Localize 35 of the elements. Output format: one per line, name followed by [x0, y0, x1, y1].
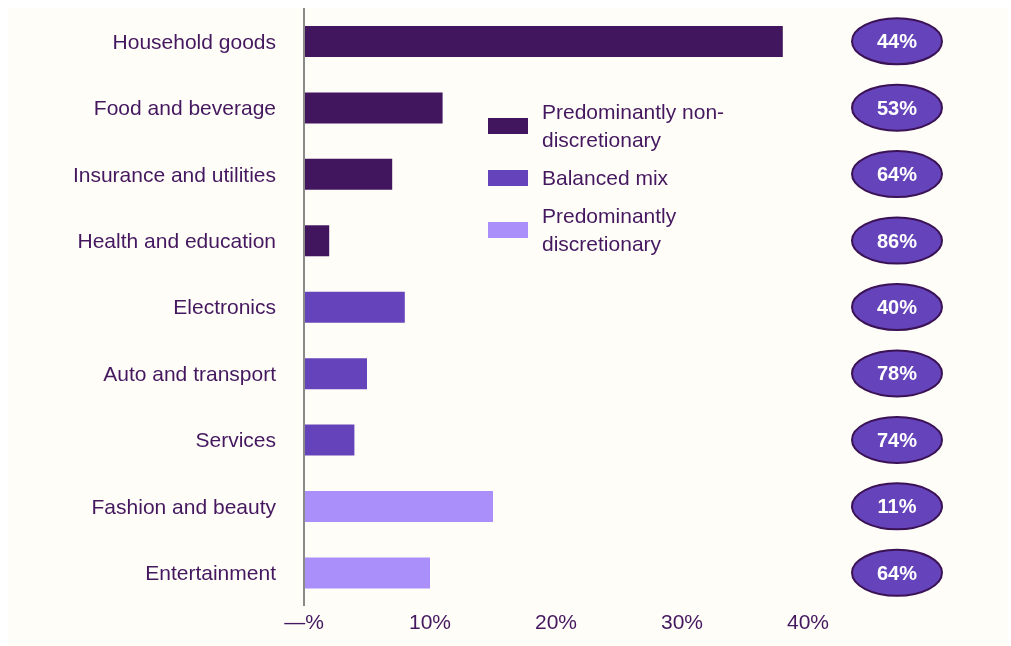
x-tick-label: 30% — [660, 609, 704, 633]
y-tick-label: Insurance and utilities — [72, 162, 276, 186]
x-tick-label: 20% — [534, 609, 578, 633]
y-tick-label: Entertainment — [145, 561, 277, 585]
bar — [304, 92, 443, 124]
y-tick-label: Household goods — [112, 29, 276, 53]
x-tick-label: 10% — [408, 609, 452, 633]
bar — [304, 25, 783, 57]
badge: 53% — [851, 83, 943, 132]
y-tick-label: Services — [195, 428, 276, 452]
bar — [304, 491, 493, 523]
badge: 64% — [851, 548, 943, 597]
badge: 44% — [851, 17, 943, 66]
badge: 64% — [851, 150, 943, 199]
x-tick-label: 40% — [786, 609, 830, 633]
bar — [304, 291, 405, 323]
bar — [304, 158, 393, 190]
y-tick-label: Fashion and beauty — [91, 494, 277, 518]
badge: 78% — [851, 349, 943, 398]
legend-label: Predominantly non-discretionary — [542, 99, 726, 153]
badge: 11% — [851, 482, 943, 531]
legend-label: Balanced mix — [542, 165, 670, 191]
badge: 40% — [851, 283, 943, 331]
legend-label: Predominantly discretionary — [542, 203, 678, 257]
y-tick-label: Food and beverage — [93, 96, 276, 120]
bar — [304, 424, 355, 456]
badge: 86% — [851, 216, 943, 265]
badge: 74% — [851, 415, 943, 464]
bar — [304, 358, 367, 390]
bar — [304, 225, 330, 257]
y-tick-label: Health and education — [77, 229, 276, 253]
x-tick-label: —% — [284, 609, 324, 633]
y-tick-label: Electronics — [173, 295, 276, 319]
bar — [304, 557, 430, 589]
y-tick-label: Auto and transport — [103, 361, 277, 385]
